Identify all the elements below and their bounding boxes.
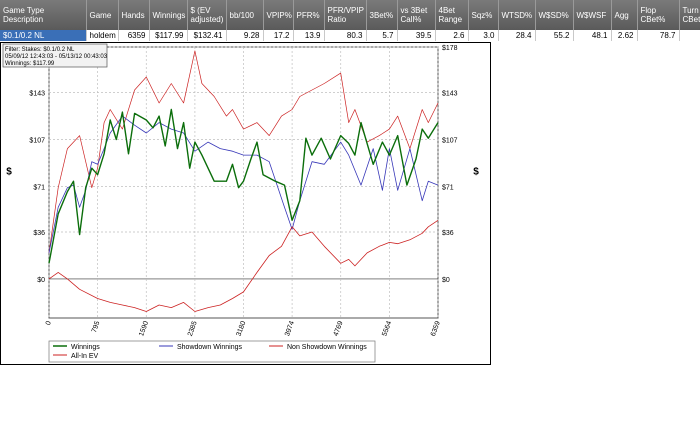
table-cell[interactable]: 78.7 [637, 30, 680, 41]
all-in-ev-line [48, 50, 439, 253]
x-tick-label: 5564 [381, 320, 393, 337]
y-tick-label-left: $0 [37, 277, 45, 284]
column-header[interactable]: Winnings [149, 0, 188, 30]
y-axis-label-left: $ [6, 167, 12, 178]
y-axis-label-right: $ [473, 167, 479, 178]
column-header[interactable]: Game [86, 0, 119, 30]
table-cell[interactable]: 5.7 [366, 30, 398, 41]
non-showdown-winnings-line [48, 219, 439, 312]
legend [48, 340, 376, 363]
stats-header-row: Game Type Description Game Hands Winnings $ … [0, 0, 700, 30]
column-header[interactable]: W$SD% [535, 0, 574, 30]
column-header[interactable]: Agg [611, 0, 638, 30]
y-tick-label-right: $178 [442, 45, 458, 52]
column-header[interactable]: Flop CBet% [637, 0, 680, 30]
table-cell[interactable]: $132.41 [187, 30, 227, 41]
table-cell[interactable]: 80.3 [324, 30, 367, 41]
table-cell[interactable]: 39.5 [397, 30, 436, 41]
column-header[interactable]: PFR/VPIP Ratio [324, 0, 367, 30]
legend-item-label: Non Showdown Winnings [287, 344, 367, 351]
table-cell[interactable]: 17.2 [263, 30, 294, 41]
column-header[interactable]: bb/100 [226, 0, 264, 30]
x-tick-label: 0 [45, 320, 53, 326]
x-tick-label: 1590 [138, 320, 150, 337]
y-tick-label-right: $0 [442, 277, 450, 284]
table-cell[interactable]: 13.9 [293, 30, 325, 41]
x-tick-label: 6359 [430, 320, 442, 337]
y-tick-label-left: $36 [33, 230, 45, 237]
table-cell[interactable]: $117.99 [149, 30, 188, 41]
filter-info-line: 05/09/12 12:43:03 - 05/13/12 00:43:03 [5, 54, 108, 60]
column-header[interactable]: PFR% [293, 0, 325, 30]
x-tick-label: 2385 [187, 320, 199, 337]
filter-info-box [2, 43, 108, 68]
legend-item-label: Winnings [71, 344, 100, 351]
y-tick-label-right: $36 [442, 230, 454, 237]
stats-data-row[interactable]: $0.1/0.2 NL holdem 6359 $117.99 $132.41 9.28 1… [0, 30, 700, 41]
x-tick-label: 3180 [236, 320, 248, 337]
x-tick-label: 3974 [284, 320, 296, 337]
y-tick-label-right: $71 [442, 184, 454, 191]
y-tick-label-left: $107 [29, 138, 45, 145]
x-tick-label: 4769 [333, 320, 345, 337]
column-header[interactable]: 3Bet% [366, 0, 398, 30]
column-header[interactable]: WTSD% [498, 0, 536, 30]
table-cell[interactable]: 28.4 [498, 30, 536, 41]
winnings-graph: $0$0$36$36$71$71$107$107$143$143$178$178… [2, 43, 479, 363]
table-cell[interactable]: 55.2 [535, 30, 574, 41]
column-header[interactable]: Sqz% [468, 0, 499, 30]
legend-item-label: All-In EV [71, 353, 99, 360]
filter-info-line: Winnings: $117.99 [5, 61, 55, 67]
table-cell[interactable]: 59.6 [679, 30, 700, 41]
table-cell[interactable]: $0.1/0.2 NL [0, 30, 87, 41]
y-tick-label-left: $143 [29, 91, 45, 98]
table-cell[interactable]: 2.62 [611, 30, 638, 41]
chart-panel: $0$0$36$36$71$71$107$107$143$143$178$178… [0, 42, 491, 365]
winnings-line [48, 108, 439, 264]
x-tick-label: 795 [91, 320, 102, 333]
stats-table: Game Type Description Game Hands Winnings $ … [0, 0, 700, 41]
table-cell[interactable]: 6359 [118, 30, 150, 41]
column-header[interactable]: vs 3Bet Call% [397, 0, 436, 30]
y-tick-label-right: $107 [442, 138, 458, 145]
filter-info-line: Filter: Stakes: $0.1/0.2 NL [5, 47, 75, 53]
column-header[interactable]: W$WSF [573, 0, 612, 30]
legend-item-label: Showdown Winnings [177, 344, 242, 351]
column-header[interactable]: 4Bet Range [435, 0, 469, 30]
column-header[interactable]: $ (EV adjusted) [187, 0, 227, 30]
column-header[interactable]: Turn CBet% [679, 0, 700, 30]
y-tick-label-right: $143 [442, 91, 458, 98]
column-header[interactable]: VPIP% [263, 0, 294, 30]
table-cell[interactable]: 9.28 [226, 30, 264, 41]
table-cell[interactable]: 2.6 [435, 30, 469, 41]
table-cell[interactable]: 3.0 [468, 30, 499, 41]
y-tick-label-left: $71 [33, 184, 45, 191]
column-header[interactable]: Hands [118, 0, 150, 30]
showdown-winnings-line [48, 115, 439, 253]
table-cell[interactable]: 48.1 [573, 30, 612, 41]
table-cell[interactable]: holdem [86, 30, 119, 41]
column-header[interactable]: Game Type Description [0, 0, 87, 30]
